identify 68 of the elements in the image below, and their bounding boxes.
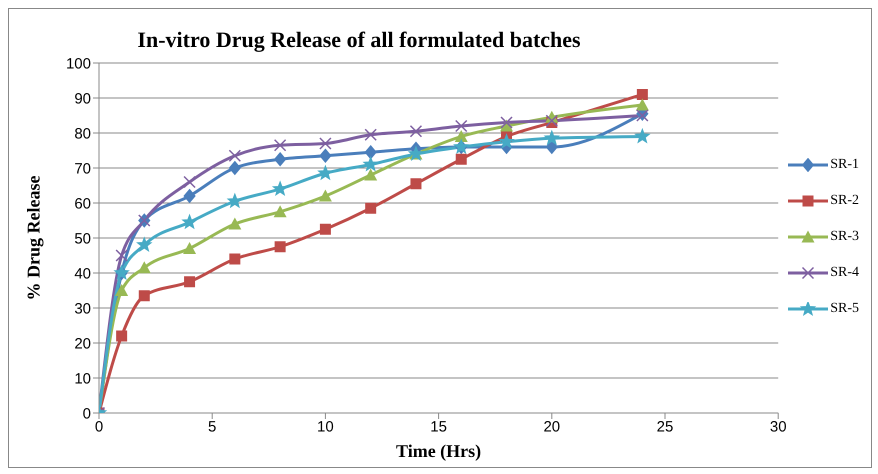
point — [229, 254, 240, 264]
point — [410, 125, 422, 138]
legend-label: SR-3 — [830, 229, 859, 245]
point — [634, 128, 650, 143]
legend-label: SR-2 — [830, 193, 859, 209]
legend-label: SR-5 — [830, 301, 859, 317]
point — [454, 120, 468, 132]
point — [138, 261, 151, 274]
point — [364, 128, 377, 141]
x-tick-label: 25 — [656, 418, 674, 436]
y-tick-label: 30 — [74, 300, 91, 318]
point — [274, 241, 286, 252]
y-tick-label: 100 — [66, 55, 91, 72]
point — [274, 205, 287, 218]
point — [410, 178, 422, 190]
x-tick-label: 20 — [543, 418, 560, 436]
point — [365, 202, 376, 214]
y-tick-label: 20 — [74, 335, 91, 352]
y-tick-label: 90 — [74, 90, 91, 108]
y-tick-label: 0 — [82, 405, 91, 422]
point — [184, 189, 196, 203]
point — [544, 130, 560, 145]
y-tick-label: 40 — [74, 265, 91, 282]
point — [456, 154, 467, 165]
point — [182, 214, 198, 229]
point — [115, 249, 128, 262]
point — [115, 284, 128, 296]
point — [454, 130, 468, 142]
point — [546, 140, 558, 154]
point — [136, 237, 152, 252]
point — [228, 161, 241, 175]
chart-title: In-vitro Drug Release of all formulated batches — [136, 27, 582, 53]
x-tick-label: 5 — [208, 418, 216, 436]
point — [183, 242, 196, 254]
point — [636, 98, 649, 110]
point — [116, 330, 128, 342]
point — [320, 224, 331, 235]
x-axis-title: Time (Hrs) — [396, 441, 482, 461]
point — [184, 276, 196, 288]
legend-label: SR-1 — [830, 157, 859, 173]
point — [636, 109, 649, 122]
point — [318, 190, 332, 202]
y-tick-label: 80 — [74, 125, 91, 142]
y-tick-label: 10 — [74, 370, 91, 388]
y-tick-label: 50 — [74, 230, 91, 248]
x-tick-label: 0 — [94, 418, 104, 436]
point — [363, 156, 378, 171]
point — [318, 165, 333, 180]
y-tick-label: 60 — [74, 195, 91, 212]
point — [500, 116, 513, 129]
x-tick-label: 10 — [317, 418, 334, 436]
point — [546, 114, 558, 127]
point — [138, 290, 150, 302]
point — [228, 218, 242, 230]
y-axis-title: % Drug Release — [23, 176, 44, 300]
point — [319, 148, 332, 163]
point — [636, 89, 648, 100]
point — [228, 150, 242, 162]
x-tick-label: 15 — [430, 418, 447, 436]
point — [319, 137, 332, 150]
point — [274, 139, 286, 152]
x-tick-label: 30 — [770, 418, 787, 436]
point — [364, 145, 377, 160]
legend-label: SR-4 — [830, 265, 859, 281]
point — [364, 168, 378, 180]
point — [274, 152, 286, 166]
y-tick-label: 70 — [74, 160, 91, 178]
point — [498, 134, 514, 148]
